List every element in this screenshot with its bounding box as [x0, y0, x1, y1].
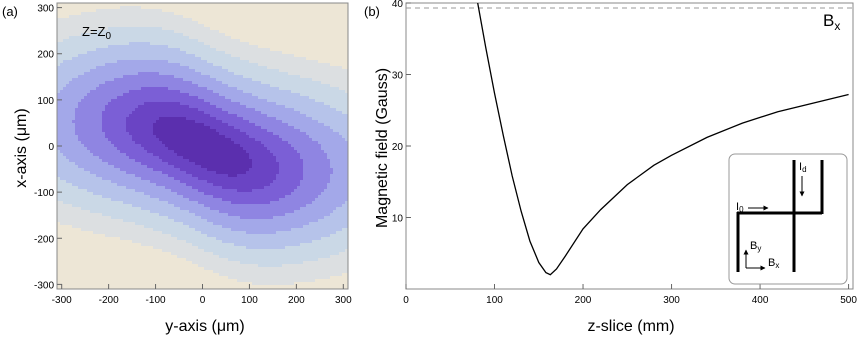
current-id-label: Id	[799, 161, 807, 174]
panel-a-x-tick-label: -200	[99, 295, 119, 306]
panel-b-x-tick-label: 500	[840, 295, 857, 306]
contour-plot	[57, 3, 348, 289]
panel-a: (a) Z=Z0 -300 -200 -100 0 100 200 300 -300 -200…	[2, 2, 352, 335]
panel-a-y-tick-label: -200	[34, 234, 54, 245]
panel-b-x-tick-label: 400	[752, 295, 769, 306]
panel-b-x-tick-label: 200	[575, 295, 592, 306]
panel-a-label: (a)	[2, 4, 18, 19]
panel-b-y-ticks: 10 20 30 40	[392, 0, 411, 225]
panel-a-x-tick-label: -100	[146, 295, 166, 306]
by-label: By	[750, 240, 761, 253]
panel-a-y-tick-label: 300	[37, 4, 54, 15]
panel-b-x-tick-label: 300	[663, 295, 680, 306]
panel-a-y-ticks: -300 -200 -100 0 100 200 300	[34, 4, 62, 291]
panel-a-annotation: Z=Z0	[82, 24, 111, 42]
bx-label: Bx	[768, 257, 779, 270]
panel-a-y-tick-label: -100	[34, 188, 54, 199]
panel-b-annotation: Bx	[823, 11, 840, 33]
panel-a-y-axis-label: x-axis (μm)	[13, 108, 30, 187]
panel-a-y-tick-label: 200	[37, 50, 54, 61]
panel-b-x-tick-label: 100	[486, 295, 503, 306]
panel-a-y-tick-label: 0	[48, 142, 54, 153]
panel-a-x-tick-label: 200	[288, 295, 305, 306]
panel-b-y-tick-label: 20	[392, 142, 404, 153]
panel-b-x-tick-label: 0	[403, 295, 409, 306]
panel-a-x-ticks: -300 -200 -100 0 100 200 300	[52, 284, 352, 306]
wire-schematic-inset: I0 Id By Bx	[728, 153, 848, 285]
panel-a-x-axis-label: y-axis (μm)	[165, 318, 244, 335]
current-i0-label: I0	[736, 201, 744, 214]
inset-frame	[728, 153, 848, 285]
panel-a-y-tick-label: -300	[34, 280, 54, 291]
series-line-bx	[477, 3, 849, 276]
panel-b-label: (b)	[364, 4, 380, 19]
panel-b-x-axis-label: z-slice (mm)	[587, 318, 674, 335]
panel-b-y-tick-label: 40	[392, 0, 404, 10]
panel-a-x-tick-label: 0	[200, 295, 206, 306]
panel-b-x-ticks: 0 100 200 300 400 500	[403, 284, 857, 306]
panel-a-x-tick-label: 300	[335, 295, 352, 306]
panel-b: (b) Bx 0 100 200 300 400 500 10 20 30 40 z-slice…	[364, 0, 857, 335]
panel-a-y-tick-label: 100	[37, 96, 54, 107]
panel-b-y-tick-label: 30	[392, 71, 404, 82]
panel-a-x-tick-label: 100	[241, 295, 258, 306]
panel-b-y-tick-label: 10	[392, 214, 404, 225]
panel-b-y-axis-label: Magnetic field (Gauss)	[374, 68, 391, 228]
panel-a-x-tick-label: -300	[52, 295, 72, 306]
